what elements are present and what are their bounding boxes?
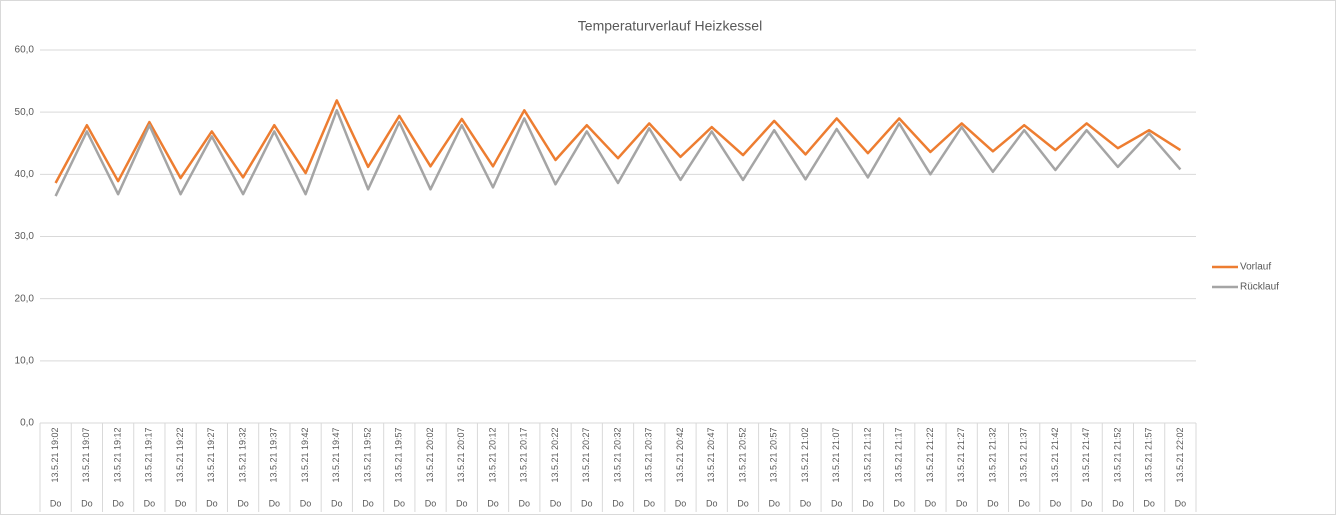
x-group-label: Do xyxy=(81,498,93,508)
y-tick-label: 30,0 xyxy=(15,231,35,242)
x-tick-label: 13.5.21 21:02 xyxy=(800,427,810,482)
x-group-label: Do xyxy=(362,498,374,508)
y-tick-label: 60,0 xyxy=(15,45,35,56)
x-tick-label: 13.5.21 21:42 xyxy=(1050,427,1060,482)
x-tick-label: 13.5.21 20:32 xyxy=(612,427,622,482)
x-group-label: Do xyxy=(768,498,780,508)
x-tick-label: 13.5.21 20:17 xyxy=(519,427,529,482)
x-tick-label: 13.5.21 21:47 xyxy=(1081,427,1091,482)
x-tick-label: 13.5.21 21:12 xyxy=(862,427,872,482)
x-group-label: Do xyxy=(643,498,655,508)
x-tick-label: 13.5.21 19:37 xyxy=(269,427,279,482)
x-tick-label: 13.5.21 20:12 xyxy=(487,427,497,482)
x-tick-label: 13.5.21 21:37 xyxy=(1019,427,1029,482)
x-group-label: Do xyxy=(269,498,281,508)
x-tick-label: 13.5.21 21:52 xyxy=(1112,427,1122,482)
x-group-label: Do xyxy=(1143,498,1155,508)
legend-label: Vorlauf xyxy=(1240,262,1271,273)
x-tick-label: 13.5.21 21:07 xyxy=(831,427,841,482)
x-tick-label: 13.5.21 19:22 xyxy=(175,427,185,482)
series-line xyxy=(54,99,1182,184)
x-tick-label: 13.5.21 19:27 xyxy=(206,427,216,482)
x-tick-label: 13.5.21 20:27 xyxy=(581,427,591,482)
y-tick-label: 50,0 xyxy=(15,107,35,118)
x-group-label: Do xyxy=(519,498,531,508)
x-group-label: Do xyxy=(862,498,874,508)
x-tick-label: 13.5.21 20:02 xyxy=(425,427,435,482)
x-group-label: Do xyxy=(831,498,843,508)
x-group-label: Do xyxy=(800,498,812,508)
x-group-label: Do xyxy=(425,498,437,508)
x-tick-label: 13.5.21 20:37 xyxy=(644,427,654,482)
x-tick-label: 13.5.21 21:27 xyxy=(956,427,966,482)
x-tick-label: 13.5.21 21:22 xyxy=(925,427,935,482)
x-group-label: Do xyxy=(612,498,624,508)
y-tick-label: 10,0 xyxy=(15,355,35,366)
x-tick-label: 13.5.21 20:57 xyxy=(769,427,779,482)
y-tick-label: 20,0 xyxy=(15,293,35,304)
x-tick-label: 13.5.21 19:07 xyxy=(81,427,91,482)
x-tick-label: 13.5.21 20:22 xyxy=(550,427,560,482)
x-tick-label: 13.5.21 19:47 xyxy=(331,427,341,482)
x-group-label: Do xyxy=(237,498,249,508)
x-tick-label: 13.5.21 19:02 xyxy=(50,427,60,482)
x-group-label: Do xyxy=(550,498,562,508)
x-group-label: Do xyxy=(1050,498,1062,508)
x-group-label: Do xyxy=(206,498,218,508)
x-group-label: Do xyxy=(144,498,156,508)
x-group-label: Do xyxy=(331,498,343,508)
x-group-label: Do xyxy=(675,498,687,508)
x-tick-label: 13.5.21 19:57 xyxy=(394,427,404,482)
x-tick-label: 13.5.21 20:47 xyxy=(706,427,716,482)
x-group-label: Do xyxy=(394,498,406,508)
x-tick-label: 13.5.21 21:17 xyxy=(894,427,904,482)
x-group-label: Do xyxy=(50,498,62,508)
x-group-label: Do xyxy=(1112,498,1124,508)
x-group-label: Do xyxy=(175,498,187,508)
x-tick-label: 13.5.21 19:42 xyxy=(300,427,310,482)
x-tick-label: 13.5.21 20:07 xyxy=(456,427,466,482)
x-group-label: Do xyxy=(893,498,905,508)
x-group-label: Do xyxy=(987,498,999,508)
y-tick-label: 40,0 xyxy=(15,169,35,180)
x-group-label: Do xyxy=(1018,498,1030,508)
x-tick-label: 13.5.21 19:52 xyxy=(362,427,372,482)
x-group-label: Do xyxy=(956,498,968,508)
x-group-label: Do xyxy=(300,498,312,508)
x-group-label: Do xyxy=(706,498,718,508)
x-group-label: Do xyxy=(1081,498,1093,508)
x-group-label: Do xyxy=(925,498,937,508)
x-tick-label: 13.5.21 22:02 xyxy=(1175,427,1185,482)
y-tick-label: 0,0 xyxy=(20,418,34,429)
x-tick-label: 13.5.21 20:52 xyxy=(737,427,747,482)
x-group-label: Do xyxy=(112,498,124,508)
x-tick-label: 13.5.21 19:17 xyxy=(144,427,154,482)
x-tick-label: 13.5.21 21:57 xyxy=(1144,427,1154,482)
x-group-label: Do xyxy=(487,498,499,508)
x-tick-label: 13.5.21 21:32 xyxy=(987,427,997,482)
x-tick-label: 13.5.21 19:12 xyxy=(112,427,122,482)
x-tick-label: 13.5.21 19:32 xyxy=(237,427,247,482)
series-line xyxy=(54,109,1182,197)
x-group-label: Do xyxy=(581,498,593,508)
x-group-label: Do xyxy=(1175,498,1187,508)
chart-title: Temperaturverlauf Heizkessel xyxy=(578,18,762,34)
x-group-label: Do xyxy=(456,498,468,508)
x-tick-label: 13.5.21 20:42 xyxy=(675,427,685,482)
x-group-label: Do xyxy=(737,498,749,508)
legend-label: Rücklauf xyxy=(1240,282,1279,293)
